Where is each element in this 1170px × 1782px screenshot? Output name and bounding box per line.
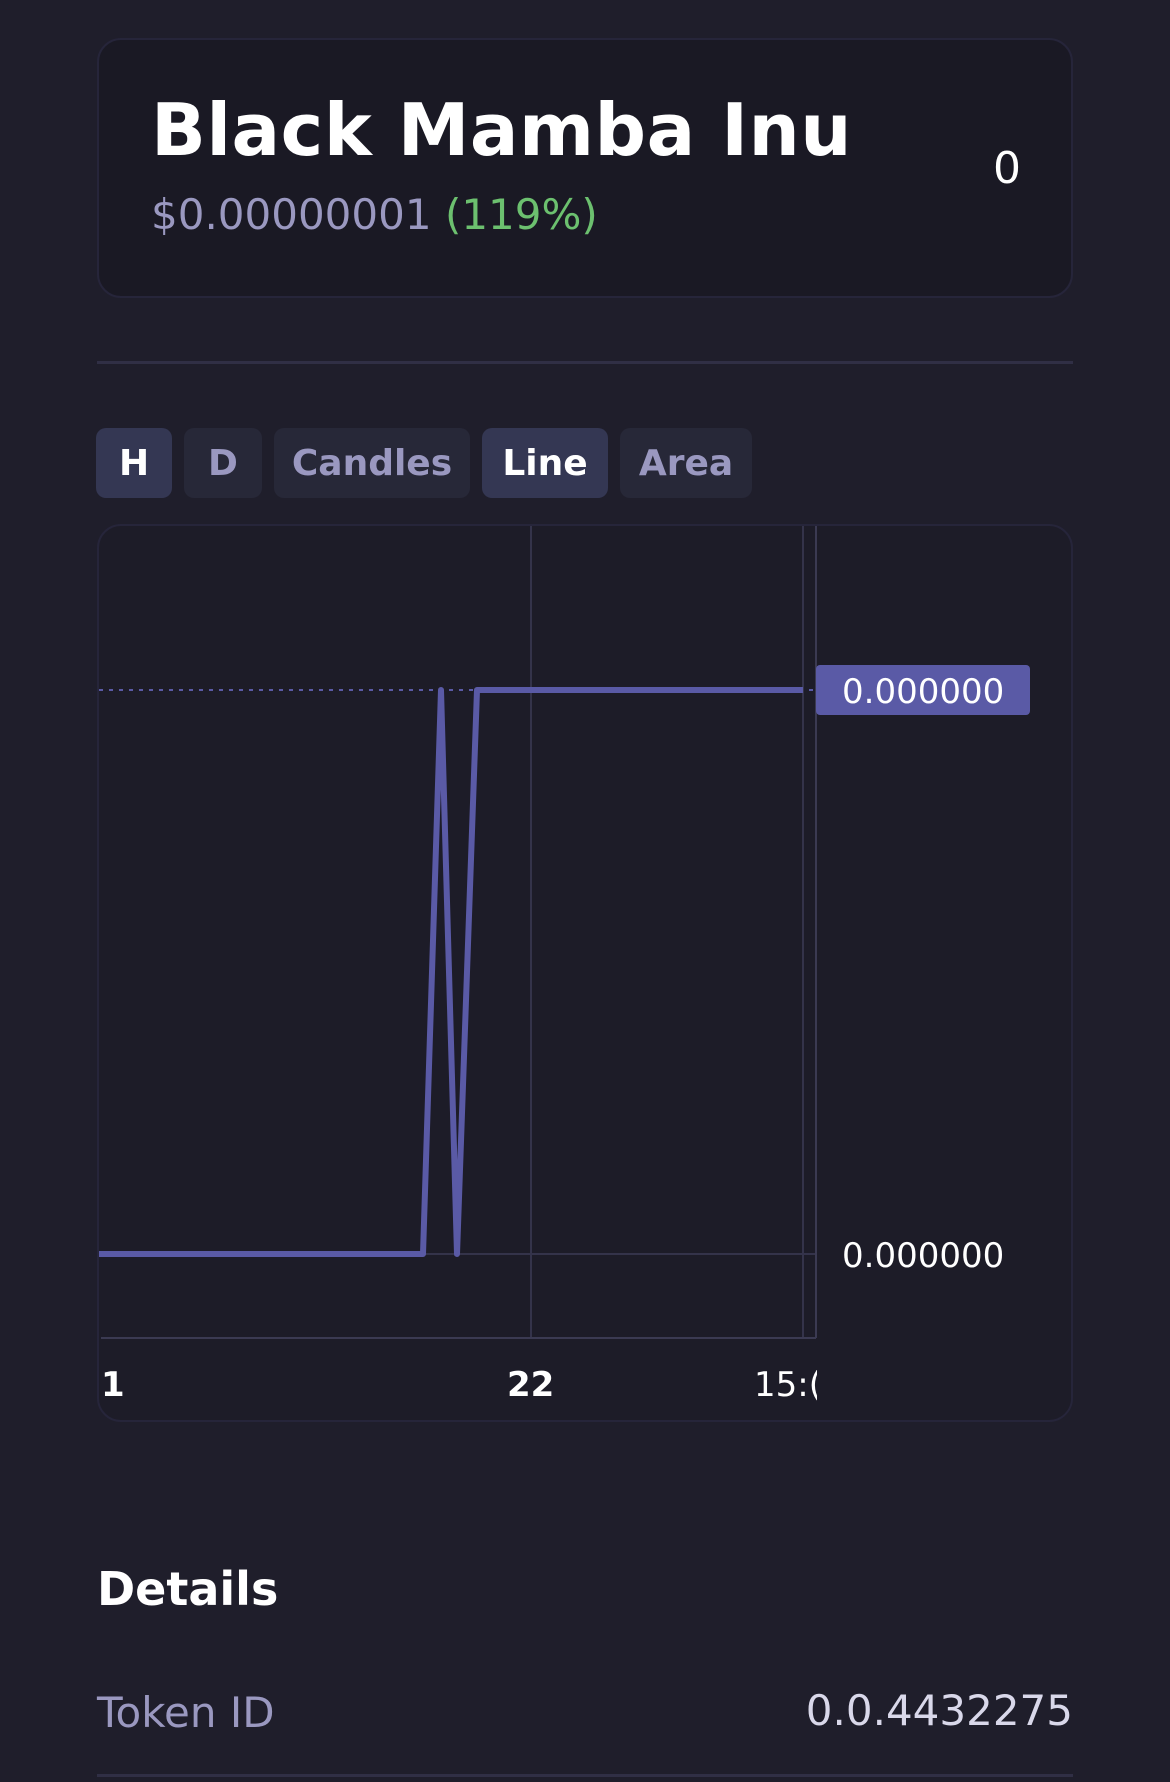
token-price: $0.00000001 bbox=[151, 190, 432, 239]
token-price-line: $0.00000001 (119%) bbox=[151, 190, 598, 239]
chart-type-area-button[interactable]: Area bbox=[620, 428, 752, 498]
x-tick-label: 15:( bbox=[754, 1365, 822, 1405]
price-series-line bbox=[99, 687, 803, 1257]
chart-labels: 0.000000 0.000000 1 22 15:( bbox=[101, 665, 1071, 1416]
detail-label: Token ID bbox=[97, 1688, 275, 1737]
current-price-badge bbox=[816, 665, 1030, 715]
token-balance: 0 bbox=[993, 143, 1021, 194]
token-price-change: (119%) bbox=[444, 190, 598, 239]
token-header-card: Black Mamba Inu $0.00000001 (119%) 0 bbox=[97, 38, 1073, 298]
detail-value[interactable]: 0.0.4432275 bbox=[805, 1686, 1073, 1735]
interval-day-button[interactable]: D bbox=[184, 428, 262, 498]
chart-toolbar: H D Candles Line Area bbox=[96, 428, 752, 498]
details-title: Details bbox=[97, 1562, 279, 1616]
interval-hour-button[interactable]: H bbox=[96, 428, 172, 498]
detail-row-token-id: Token ID 0.0.4432275 bbox=[97, 1680, 1073, 1780]
chart-axes bbox=[101, 526, 817, 1339]
x-tick-clip bbox=[817, 1356, 1071, 1416]
current-price-label: 0.000000 bbox=[842, 672, 1004, 712]
chart-type-line-button[interactable]: Line bbox=[482, 428, 608, 498]
price-chart[interactable]: 0.000000 0.000000 1 22 15:( bbox=[97, 524, 1073, 1422]
details-divider bbox=[97, 1774, 1073, 1777]
y-tick-label: 0.000000 bbox=[842, 1236, 1004, 1276]
token-name: Black Mamba Inu bbox=[151, 88, 853, 172]
x-tick-label: 22 bbox=[507, 1365, 554, 1405]
x-tick-label: 1 bbox=[101, 1365, 125, 1405]
section-divider bbox=[97, 361, 1073, 364]
chart-type-candles-button[interactable]: Candles bbox=[274, 428, 470, 498]
price-chart-svg[interactable]: 0.000000 0.000000 1 22 15:( bbox=[99, 526, 1073, 1422]
